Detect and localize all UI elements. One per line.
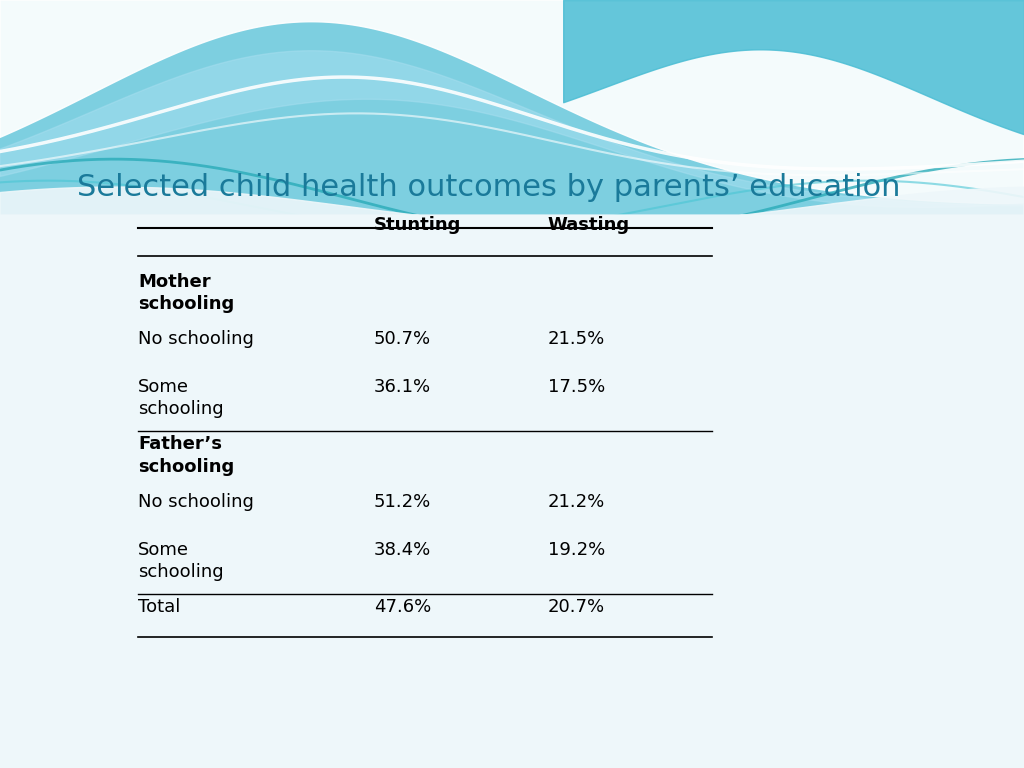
Text: No schooling: No schooling <box>138 330 254 348</box>
Text: No schooling: No schooling <box>138 493 254 511</box>
Text: Stunting: Stunting <box>374 217 461 234</box>
Text: 21.2%: 21.2% <box>548 493 605 511</box>
Text: 19.2%: 19.2% <box>548 541 605 558</box>
Text: 50.7%: 50.7% <box>374 330 431 348</box>
Text: 36.1%: 36.1% <box>374 378 431 396</box>
Text: Some
schooling: Some schooling <box>138 541 224 581</box>
Text: 17.5%: 17.5% <box>548 378 605 396</box>
Text: Selected child health outcomes by parents’ education: Selected child health outcomes by parent… <box>77 173 900 202</box>
Text: Some
schooling: Some schooling <box>138 378 224 418</box>
Text: 47.6%: 47.6% <box>374 598 431 616</box>
Text: 51.2%: 51.2% <box>374 493 431 511</box>
Text: 21.5%: 21.5% <box>548 330 605 348</box>
Text: 20.7%: 20.7% <box>548 598 605 616</box>
Text: Total: Total <box>138 598 180 616</box>
Text: Mother
schooling: Mother schooling <box>138 273 234 313</box>
Text: Wasting: Wasting <box>548 217 630 234</box>
Text: Father’s
schooling: Father’s schooling <box>138 435 234 475</box>
Text: 38.4%: 38.4% <box>374 541 431 558</box>
